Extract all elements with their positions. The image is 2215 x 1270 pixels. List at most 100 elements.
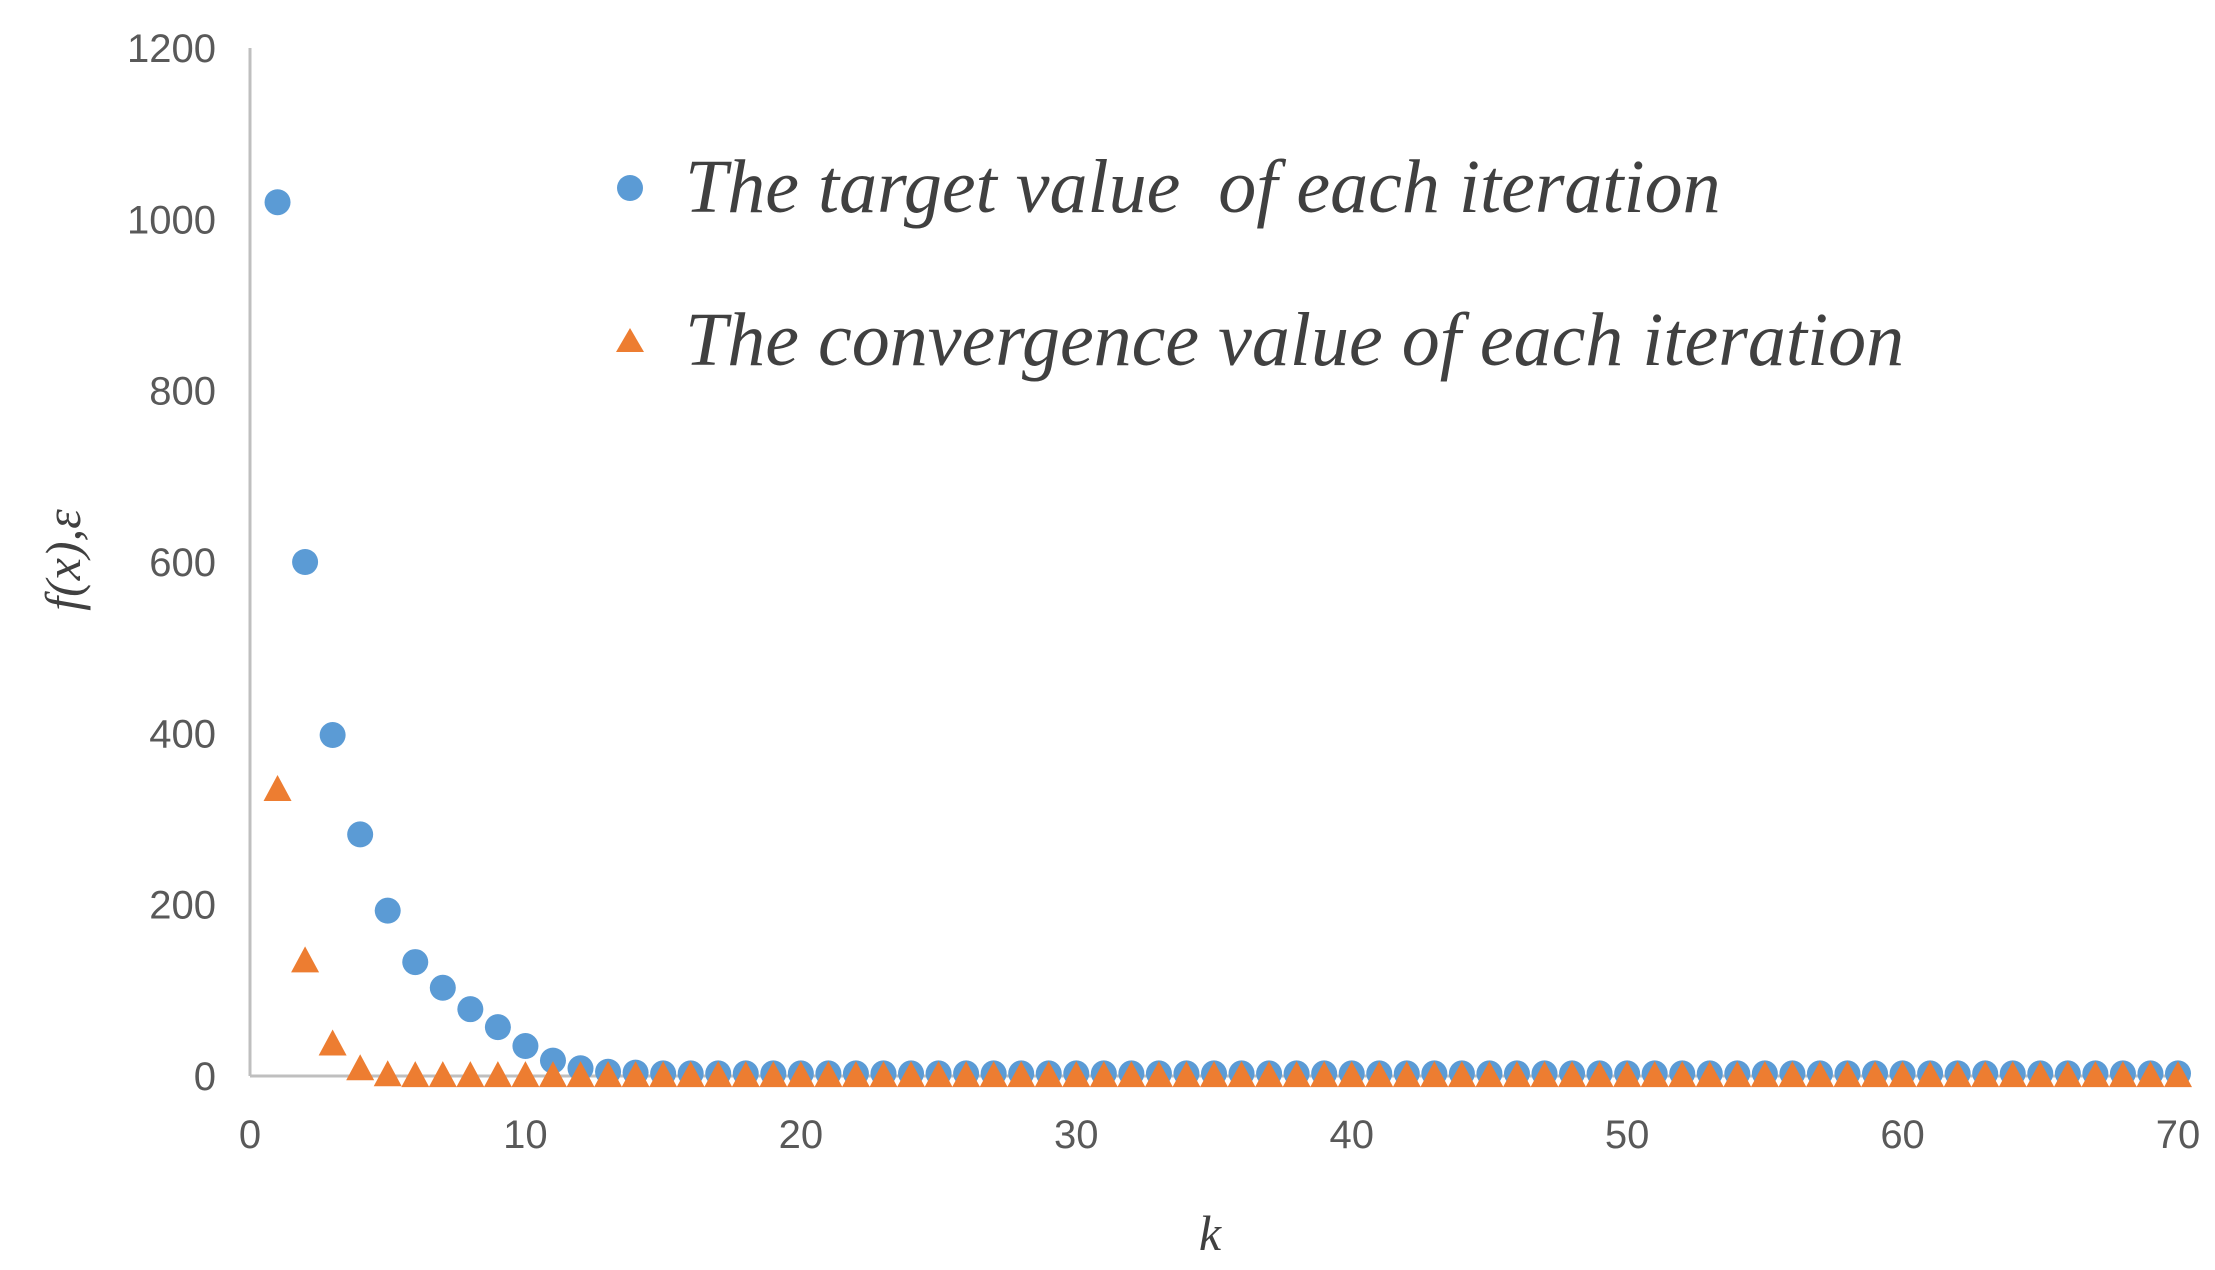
convergence-value-point	[1750, 1061, 1779, 1088]
data-points	[263, 189, 2192, 1088]
y-tick-label: 1000	[127, 198, 216, 242]
convergence-value-point	[1613, 1061, 1642, 1088]
convergence-value-point	[1392, 1061, 1421, 1088]
target-value-point	[292, 549, 319, 575]
convergence-value-point	[1943, 1061, 1972, 1088]
convergence-value-point	[2081, 1061, 2110, 1088]
convergence-value-point	[814, 1061, 843, 1088]
convergence-value-point	[538, 1061, 567, 1088]
convergence-value-point	[952, 1061, 981, 1088]
convergence-value-point	[1558, 1061, 1587, 1088]
convergence-value-point	[1089, 1061, 1118, 1088]
legend-label-target: The target value of each iteration	[685, 145, 1721, 229]
convergence-value-point	[291, 946, 320, 973]
legend: The target value of each iteration The c…	[616, 145, 1904, 382]
y-tick-label: 400	[149, 712, 216, 756]
x-tick-label: 70	[2156, 1113, 2201, 1157]
convergence-value-point	[1447, 1061, 1476, 1088]
x-tick-label: 10	[503, 1113, 548, 1157]
target-value-point	[374, 897, 401, 924]
convergence-value-point	[841, 1061, 870, 1088]
x-tick-label: 40	[1329, 1113, 1374, 1157]
y-axis-title: f(x),ε	[35, 509, 91, 611]
convergence-value-point	[1172, 1061, 1201, 1088]
convergence-value-point	[1310, 1061, 1339, 1088]
convergence-value-point	[2108, 1061, 2137, 1088]
convergence-value-point	[2164, 1061, 2192, 1088]
x-tick-label: 0	[239, 1113, 261, 1157]
convergence-value-point	[1144, 1061, 1173, 1088]
convergence-value-point	[1007, 1061, 1036, 1088]
convergence-value-point	[1778, 1061, 1807, 1088]
convergence-value-point	[483, 1061, 512, 1088]
convergence-value-point	[897, 1061, 926, 1088]
convergence-value-point	[456, 1061, 485, 1088]
convergence-value-point	[373, 1060, 402, 1087]
x-tick-label: 20	[779, 1113, 824, 1157]
convergence-value-point	[1255, 1061, 1284, 1088]
target-value-point	[512, 1033, 539, 1060]
x-tick-label: 50	[1605, 1113, 1650, 1157]
convergence-value-point	[676, 1061, 705, 1088]
y-tick-label: 800	[149, 370, 216, 414]
y-tick-label: 200	[149, 884, 216, 928]
convergence-value-point	[1365, 1061, 1394, 1088]
convergence-value-point	[731, 1061, 760, 1088]
target-value-point	[457, 996, 484, 1023]
convergence-value-point	[1723, 1061, 1752, 1088]
convergence-value-point	[318, 1029, 347, 1056]
target-value-point	[347, 821, 374, 848]
y-tick-label: 1200	[127, 27, 216, 71]
convergence-value-point	[1200, 1061, 1228, 1088]
convergence-value-point	[401, 1061, 430, 1088]
convergence-value-point	[1502, 1061, 1531, 1088]
x-tick-label: 60	[1880, 1113, 1925, 1157]
convergence-value-point	[2053, 1061, 2082, 1088]
convergence-value-point	[1888, 1061, 1917, 1088]
target-value-point	[264, 189, 291, 216]
target-value-point	[539, 1047, 566, 1074]
convergence-value-point	[1695, 1061, 1724, 1088]
convergence-value-point	[1640, 1061, 1669, 1088]
convergence-value-point	[1585, 1061, 1614, 1088]
target-value-point	[319, 722, 346, 749]
convergence-value-point	[979, 1061, 1008, 1088]
convergence-value-point	[1998, 1061, 2027, 1088]
convergence-value-point	[566, 1061, 595, 1088]
legend-marker-convergence	[616, 328, 644, 352]
convergence-value-point	[924, 1061, 953, 1088]
x-tick-labels: 0 10 20 30 40 50 60 70	[239, 1113, 2200, 1157]
convergence-value-point	[1861, 1061, 1890, 1088]
target-value-point	[402, 949, 429, 976]
convergence-value-point	[869, 1061, 898, 1088]
x-axis-title: k	[1199, 1205, 1222, 1261]
convergence-value-point	[1117, 1061, 1146, 1088]
convergence-value-point	[1420, 1061, 1449, 1088]
target-value-point	[429, 974, 456, 1001]
convergence-value-point	[621, 1061, 650, 1088]
convergence-value-point	[759, 1061, 788, 1088]
y-tick-label: 0	[194, 1055, 216, 1099]
convergence-value-point	[786, 1061, 815, 1088]
convergence-value-point	[2136, 1061, 2165, 1088]
convergence-value-point	[346, 1054, 375, 1081]
convergence-value-point	[1833, 1061, 1862, 1088]
convergence-value-point	[1337, 1061, 1366, 1088]
convergence-value-point	[1805, 1061, 1834, 1088]
convergence-value-point	[1062, 1061, 1091, 1088]
convergence-value-point	[1916, 1061, 1945, 1088]
convergence-value-point	[428, 1061, 457, 1088]
convergence-value-point	[649, 1061, 678, 1088]
convergence-value-point	[1475, 1061, 1504, 1088]
convergence-value-point	[1034, 1061, 1063, 1088]
y-tick-label: 600	[149, 541, 216, 585]
legend-marker-target	[617, 175, 643, 201]
x-tick-label: 30	[1054, 1113, 1099, 1157]
convergence-value-point	[1668, 1061, 1697, 1088]
legend-label-convergence: The convergence value of each iteration	[685, 298, 1904, 382]
convergence-value-point	[511, 1061, 540, 1088]
convergence-value-point	[1227, 1061, 1256, 1088]
convergence-value-point	[1530, 1061, 1559, 1088]
convergence-value-point	[263, 775, 292, 802]
